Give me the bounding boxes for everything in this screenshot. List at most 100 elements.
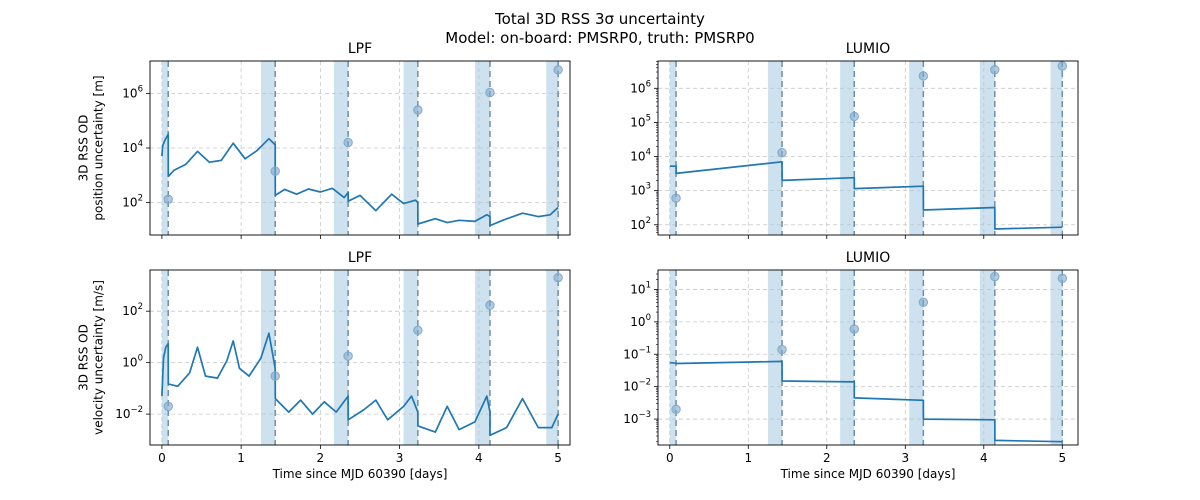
- y-tick-label: 103: [630, 182, 651, 198]
- observation-band: [767, 270, 783, 445]
- scatter-point: [990, 65, 1000, 75]
- panel-title: LUMIO: [846, 250, 891, 266]
- y-tick-label: 104: [122, 139, 143, 155]
- x-tick-label: 0: [158, 451, 166, 465]
- scatter-point: [849, 324, 859, 334]
- observation-band: [1050, 270, 1063, 445]
- observation-band: [546, 61, 559, 235]
- y-tick-exponent: 2: [138, 302, 143, 312]
- y-tick-label: 100: [630, 313, 651, 329]
- scatter-point: [671, 404, 681, 415]
- x-tick-label: 4: [475, 451, 483, 465]
- x-tick-label: 4: [980, 451, 988, 465]
- y-tick-exponent: 1: [646, 280, 651, 290]
- scatter-point: [343, 351, 353, 361]
- x-axis-label: Time since MJD 60390 [days]: [272, 467, 448, 481]
- scatter-point: [849, 111, 859, 122]
- y-tick-base: 10: [122, 356, 137, 370]
- y-tick-base: 10: [630, 150, 645, 164]
- y-tick-label: 102: [122, 193, 143, 209]
- x-tick-label: 5: [554, 451, 562, 465]
- y-tick-base: 10: [115, 407, 130, 421]
- y-tick-base: 10: [122, 195, 137, 209]
- y-tick-label: 10−2: [115, 405, 143, 421]
- observation-band: [669, 270, 677, 445]
- observation-band: [669, 61, 677, 235]
- observation-band: [403, 270, 418, 445]
- panel-title: LPF: [348, 250, 372, 266]
- y-tick-exponent: 3: [646, 182, 651, 192]
- y-tick-base: 10: [630, 315, 645, 329]
- observation-band: [161, 270, 169, 445]
- y-tick-label: 100: [122, 354, 143, 370]
- observation-band: [909, 61, 924, 235]
- panel-title: LPF: [348, 41, 372, 57]
- x-tick-label: 1: [744, 451, 752, 465]
- observation-band: [403, 61, 418, 235]
- scatter-point: [413, 325, 423, 336]
- y-tick-base: 10: [623, 347, 638, 361]
- scatter-point: [777, 147, 787, 158]
- series-line: [161, 332, 559, 437]
- observation-band: [979, 270, 995, 445]
- observation-band: [840, 61, 855, 235]
- axes-frame: [657, 60, 1079, 236]
- y-tick-label: 10−3: [623, 410, 651, 426]
- observation-band: [474, 61, 490, 235]
- x-tick-label: 0: [666, 451, 674, 465]
- y-tick-exponent: 6: [138, 85, 143, 95]
- y-tick-exponent: 5: [646, 113, 651, 123]
- scatter-point: [270, 371, 280, 381]
- x-tick-label: 5: [1058, 451, 1066, 465]
- observation-band: [260, 270, 276, 445]
- y-tick-base: 10: [630, 218, 645, 232]
- observation-band: [840, 270, 855, 445]
- observation-band: [161, 61, 169, 235]
- y-tick-base: 10: [122, 87, 137, 101]
- y-tick-base: 10: [623, 380, 638, 394]
- scatter-point: [485, 87, 495, 98]
- axes-frame: [149, 269, 571, 446]
- series-line: [669, 360, 1063, 443]
- observation-band: [1050, 61, 1063, 235]
- observation-band: [333, 61, 349, 235]
- y-tick-label: 10−2: [623, 378, 651, 394]
- y-tick-exponent: −2: [638, 378, 651, 388]
- observation-band: [979, 61, 995, 235]
- x-tick-label: 2: [317, 451, 325, 465]
- x-axis-label: Time since MJD 60390 [days]: [780, 467, 956, 481]
- y-tick-exponent: −3: [638, 410, 651, 420]
- panel-title: LUMIO: [846, 41, 891, 57]
- scatter-point: [671, 193, 681, 203]
- x-tick-label: 1: [237, 451, 245, 465]
- scatter-point: [270, 166, 280, 176]
- scatter-point: [918, 71, 929, 81]
- x-tick-label: 3: [396, 451, 404, 465]
- y-tick-exponent: 4: [138, 139, 143, 149]
- y-tick-base: 10: [630, 115, 645, 129]
- scatter-point: [777, 344, 787, 355]
- scatter-point: [485, 300, 495, 310]
- observation-band: [474, 270, 490, 445]
- scatter-point: [163, 401, 173, 412]
- figure-title-line1: Total 3D RSS 3σ uncertainty: [494, 10, 705, 28]
- y-tick-base: 10: [630, 282, 645, 296]
- y-tick-base: 10: [122, 141, 137, 155]
- y-tick-label: 106: [122, 85, 143, 101]
- y-tick-label: 102: [122, 302, 143, 318]
- observation-band: [546, 270, 559, 445]
- y-axis-label: 3D RSS OD: [77, 115, 91, 182]
- y-tick-base: 10: [630, 81, 645, 95]
- observation-band: [767, 61, 783, 235]
- y-tick-exponent: 0: [138, 354, 143, 364]
- y-tick-exponent: 2: [646, 216, 651, 226]
- y-tick-exponent: 2: [138, 193, 143, 203]
- y-tick-label: 101: [630, 280, 651, 296]
- x-tick-label: 2: [823, 451, 831, 465]
